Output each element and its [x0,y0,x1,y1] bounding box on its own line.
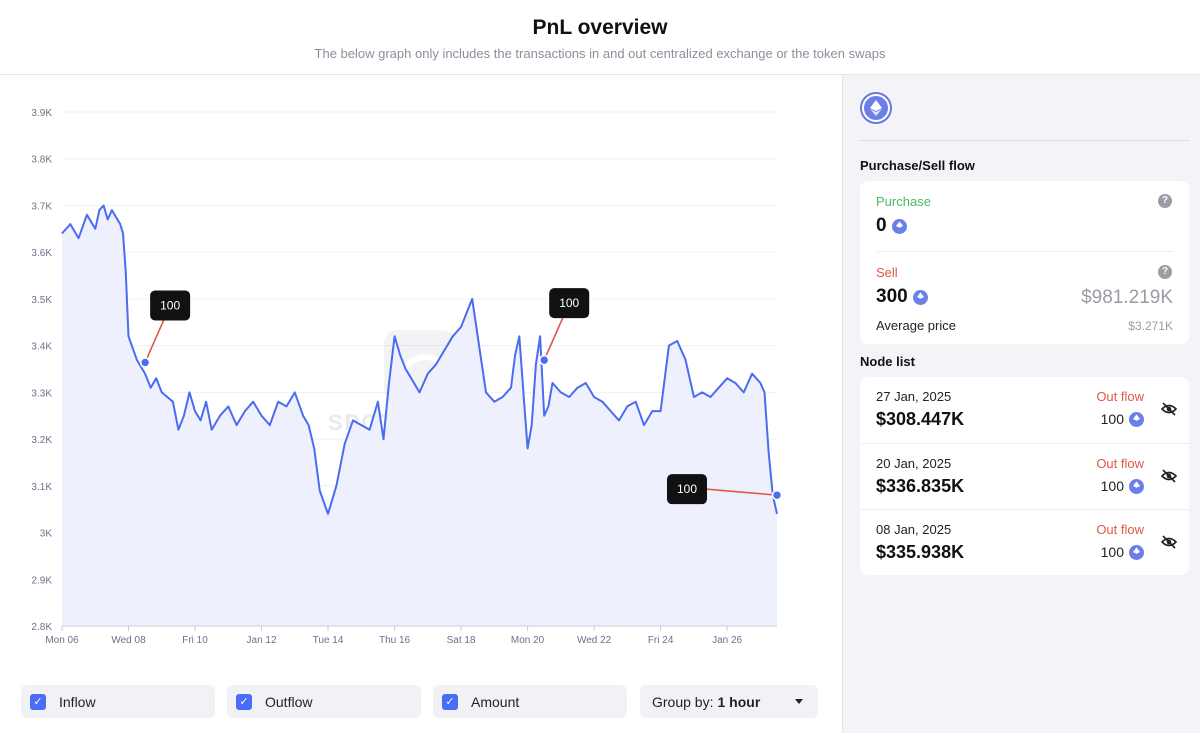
annotation-label-box [667,474,707,505]
y-tick-label: 3.7K [31,201,52,212]
node-list: 27 Jan, 2025 $308.447K Out flow 100 20 J… [860,377,1189,575]
y-tick-label: 3.9K [31,108,52,119]
pnl-chart[interactable]: SPOTONCHAIN 2.8K2.9K3K3.1K3.2K3.3K3.4K3.… [0,75,842,675]
annotation-label-box [150,290,191,321]
node-qty: 100 [1101,544,1144,560]
page-title: PnL overview [532,16,668,39]
checkmark-icon: ✓ [30,693,46,710]
price-line[interactable] [61,204,778,515]
purchase-sell-card: Purchase ? 0 Sell ? 300 $981.219K Averag… [860,181,1189,344]
node-flow: Out flow [1096,389,1144,404]
group-by-select[interactable]: Group by: 1 hour [640,685,818,718]
flow-title: Purchase/Sell flow [860,158,975,173]
checkmark-icon: ✓ [442,693,458,710]
annotation-line [706,488,778,496]
x-tick-label: Thu 16 [379,635,411,646]
x-tick-label: Mon 06 [45,635,79,646]
annotation-marker [139,357,151,368]
y-tick-label: 3.4K [31,342,52,353]
divider [876,251,1173,252]
sell-label: Sell [876,265,898,280]
sell-amount: 300 [876,286,928,308]
area-fill [62,205,777,626]
annotation-marker [771,489,783,501]
x-tick-label: Mon 20 [511,635,545,646]
ethereum-icon [912,289,928,305]
divider [860,140,1190,141]
x-tick-label: Wed 22 [577,635,612,646]
average-price-value: $3.271K [1128,319,1173,333]
y-tick-label: 3.2K [31,435,52,446]
y-tick-label: 3.6K [31,248,52,259]
node-amount: $336.835K [876,476,965,496]
x-tick-label: Jan 26 [712,635,742,646]
node-date: 27 Jan, 2025 [876,389,952,404]
purchase-amount: 0 [876,215,907,237]
page-header: PnL overview The below graph only includ… [0,0,1200,75]
node-list-title: Node list [860,354,915,369]
eye-off-icon[interactable] [1161,469,1177,483]
x-tick-label: Tue 14 [313,635,344,646]
y-tick-label: 3K [40,529,53,540]
x-tick-label: Fri 10 [182,635,208,646]
node-amount: $335.938K [876,542,965,562]
node-item[interactable]: 20 Jan, 2025 $336.835K Out flow 100 [860,443,1189,509]
ethereum-icon [1129,411,1144,427]
x-tick-label: Sat 18 [447,635,476,646]
sidebar: Purchase/Sell flow Purchase ? 0 Sell ? 3… [842,75,1200,733]
amount-label: Amount [471,693,520,710]
help-icon[interactable]: ? [1158,265,1172,279]
node-item[interactable]: 08 Jan, 2025 $335.938K Out flow 100 [860,509,1189,575]
node-qty: 100 [1101,478,1144,494]
node-item[interactable]: 27 Jan, 2025 $308.447K Out flow 100 [860,377,1189,443]
node-date: 20 Jan, 2025 [876,456,952,471]
node-flow: Out flow [1096,522,1144,537]
page-subtitle: The below graph only includes the transa… [314,46,886,61]
node-date: 08 Jan, 2025 [876,522,952,537]
node-qty: 100 [1101,411,1144,427]
group-by-label: Group by: [652,693,714,710]
chevron-down-icon [795,699,803,704]
average-price-label: Average price [876,318,956,333]
y-tick-label: 2.9K [31,575,52,586]
checkmark-icon: ✓ [236,693,252,710]
eye-off-icon[interactable] [1161,535,1177,549]
ethereum-icon[interactable] [860,92,892,124]
annotation-label: 100 [559,296,579,310]
eye-off-icon[interactable] [1161,402,1177,416]
y-tick-label: 2.8K [31,622,52,633]
node-flow: Out flow [1096,456,1144,471]
purchase-label: Purchase [876,194,931,209]
chart-controls: ✓ Inflow ✓ Outflow ✓ Amount Group by: 1 … [21,685,821,718]
annotation-label-box [549,288,590,319]
help-icon[interactable]: ? [1158,194,1172,208]
group-by-value: 1 hour [717,693,761,710]
y-tick-label: 3.1K [31,482,52,493]
ethereum-icon [1129,478,1144,494]
annotation-label: 100 [677,482,697,496]
ethereum-icon [891,218,907,234]
y-tick-label: 3.8K [31,155,52,166]
outflow-checkbox[interactable]: ✓ Outflow [227,685,421,718]
pnl-chart-area: SPOTONCHAIN 2.8K2.9K3K3.1K3.2K3.3K3.4K3.… [0,75,842,733]
x-tick-label: Jan 12 [247,635,277,646]
annotation-marker [538,354,550,366]
annotation-label: 100 [160,298,180,312]
node-amount: $308.447K [876,409,965,429]
sell-usd-value: $981.219K [1081,287,1173,308]
outflow-label: Outflow [265,693,313,710]
amount-checkbox[interactable]: ✓ Amount [433,685,627,718]
x-tick-label: Fri 24 [648,635,674,646]
inflow-checkbox[interactable]: ✓ Inflow [21,685,215,718]
x-tick-label: Wed 08 [111,635,146,646]
y-tick-label: 3.3K [31,388,52,399]
inflow-label: Inflow [59,693,96,710]
ethereum-icon [1129,544,1144,560]
y-tick-label: 3.5K [31,295,52,306]
